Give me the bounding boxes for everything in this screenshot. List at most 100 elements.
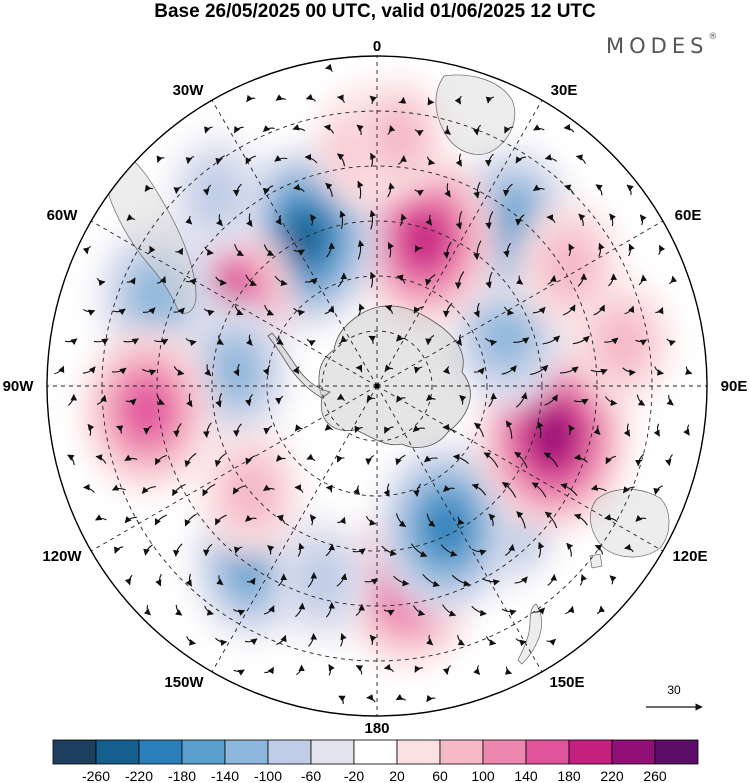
wind-arrow bbox=[414, 129, 424, 137]
colorbar-swatch bbox=[525, 739, 570, 765]
wind-arrow bbox=[471, 548, 487, 556]
wind-arrow bbox=[294, 424, 303, 432]
wind-arrow bbox=[503, 242, 512, 258]
wind-arrow bbox=[185, 215, 193, 225]
wind-arrow bbox=[513, 337, 530, 344]
lon-label-60w: 60W bbox=[47, 207, 79, 224]
map-border bbox=[46, 55, 708, 717]
wind-arrow bbox=[216, 335, 224, 345]
wind-arrow bbox=[383, 483, 390, 497]
wind-arrow bbox=[147, 245, 156, 255]
wind-arrow bbox=[414, 245, 423, 253]
wind-arrow bbox=[233, 669, 245, 676]
wind-arrow bbox=[572, 335, 590, 345]
colorbar-label: 20 bbox=[389, 768, 405, 783]
wind-arrow bbox=[502, 183, 513, 197]
colorbar-label: 100 bbox=[471, 768, 495, 783]
wind-arrow bbox=[426, 694, 436, 703]
anomaly-contour bbox=[403, 213, 446, 266]
wind-arrow bbox=[204, 126, 213, 134]
wind-arrow bbox=[67, 454, 75, 466]
reference-vector-label: 30 bbox=[667, 683, 681, 697]
wind-arrow bbox=[275, 395, 284, 405]
wind-arrow bbox=[452, 453, 469, 464]
wind-arrow bbox=[96, 277, 106, 287]
wind-arrow bbox=[426, 634, 434, 646]
wind-arrow bbox=[598, 242, 605, 257]
wind-arrow bbox=[653, 485, 663, 495]
wind-arrow bbox=[125, 398, 137, 406]
wind-arrow bbox=[275, 94, 287, 101]
wind-arrow bbox=[215, 155, 225, 165]
wind-arrow bbox=[485, 337, 498, 347]
lon-label-90w: 90W bbox=[3, 378, 35, 395]
wind-arrow bbox=[357, 303, 365, 317]
southern-africa bbox=[435, 74, 516, 155]
wind-vectors bbox=[54, 63, 693, 704]
wind-arrow bbox=[245, 334, 253, 346]
wind-arrow bbox=[547, 573, 557, 586]
wind-arrow bbox=[325, 182, 333, 197]
brand-name: MODES bbox=[606, 34, 709, 58]
colorbar-label: 140 bbox=[514, 768, 538, 783]
wind-arrow bbox=[483, 452, 499, 468]
wind-arrow bbox=[204, 605, 214, 616]
wind-arrow bbox=[566, 542, 574, 557]
wind-arrow bbox=[264, 304, 275, 316]
wind-arrow bbox=[93, 338, 109, 345]
wind-arrow bbox=[455, 153, 462, 167]
wind-arrow bbox=[422, 573, 440, 588]
wind-arrow bbox=[232, 485, 245, 495]
wind-arrow bbox=[505, 420, 513, 440]
wind-arrow bbox=[185, 155, 195, 165]
wind-arrow bbox=[263, 605, 275, 615]
wind-arrow bbox=[309, 514, 317, 526]
wind-arrow bbox=[459, 394, 467, 405]
wind-arrow bbox=[141, 486, 156, 494]
wind-arrow bbox=[323, 124, 335, 134]
colorbar-swatch bbox=[568, 739, 613, 765]
wind-arrow bbox=[636, 394, 646, 406]
wind-arrow bbox=[324, 423, 334, 431]
colorbar-label: -260 bbox=[82, 768, 110, 783]
wind-arrow bbox=[442, 665, 452, 676]
wind-arrow bbox=[262, 125, 275, 133]
wind-arrow bbox=[579, 573, 587, 586]
colorbar-swatch bbox=[52, 739, 97, 765]
lon-label-30e: 30E bbox=[551, 82, 578, 99]
wind-arrow bbox=[186, 393, 193, 408]
wind-arrow bbox=[175, 247, 184, 256]
wind-arrow bbox=[216, 214, 223, 227]
meridian-line bbox=[376, 385, 543, 673]
wind-arrow bbox=[336, 455, 345, 463]
wind-arrow bbox=[143, 604, 151, 616]
wind-arrow bbox=[277, 573, 287, 587]
wind-arrow bbox=[442, 302, 453, 318]
wind-arrow bbox=[336, 94, 345, 104]
colorbar-label: -180 bbox=[168, 768, 196, 783]
reference-vector: 30 bbox=[646, 683, 703, 711]
wind-arrow bbox=[387, 242, 394, 258]
wind-arrow bbox=[157, 395, 165, 405]
wind-arrow bbox=[264, 666, 275, 675]
wind-arrow bbox=[514, 451, 528, 469]
wind-arrow bbox=[685, 366, 693, 375]
wind-arrow bbox=[546, 638, 556, 646]
wind-arrow bbox=[305, 277, 318, 285]
wind-arrow bbox=[590, 484, 607, 492]
wind-arrow bbox=[504, 666, 513, 675]
wind-arrow bbox=[292, 124, 306, 132]
wind-arrow bbox=[482, 578, 500, 586]
wind-arrow bbox=[202, 483, 216, 497]
colorbar-label: -100 bbox=[254, 768, 282, 783]
wind-arrow bbox=[443, 485, 455, 492]
wind-arrow bbox=[515, 275, 524, 285]
wind-arrow bbox=[262, 364, 271, 376]
wind-arrow bbox=[635, 514, 647, 522]
wind-arrow bbox=[425, 334, 435, 346]
wind-arrow bbox=[246, 94, 256, 103]
wind-arrow bbox=[538, 541, 545, 558]
wind-arrow bbox=[156, 155, 165, 163]
anomaly-contour bbox=[285, 213, 324, 262]
wind-arrow bbox=[383, 663, 394, 673]
